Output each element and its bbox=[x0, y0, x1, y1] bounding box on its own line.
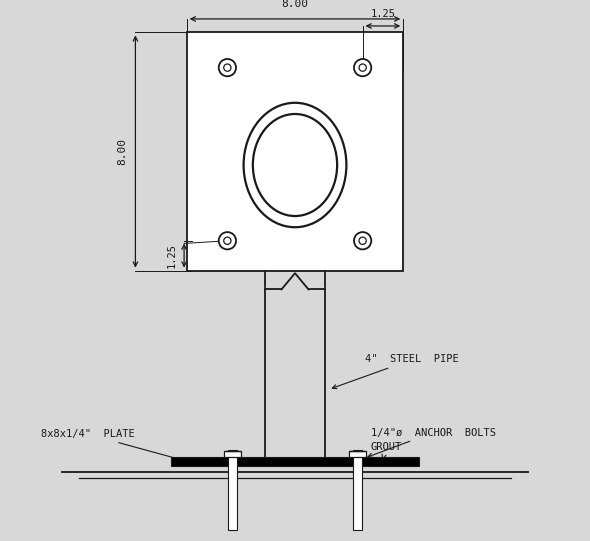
Circle shape bbox=[359, 64, 366, 71]
Text: 8x8x1/4"  PLATE: 8x8x1/4" PLATE bbox=[41, 429, 186, 462]
Circle shape bbox=[224, 237, 231, 245]
Circle shape bbox=[359, 237, 366, 245]
Text: 8.00: 8.00 bbox=[281, 0, 309, 9]
Circle shape bbox=[354, 232, 371, 249]
Bar bbox=[228, 450, 237, 530]
Circle shape bbox=[219, 232, 236, 249]
Text: 4"  STEEL  PIPE: 4" STEEL PIPE bbox=[332, 354, 459, 389]
Ellipse shape bbox=[253, 114, 337, 216]
Ellipse shape bbox=[244, 103, 346, 227]
Text: 1.25: 1.25 bbox=[167, 243, 177, 268]
Bar bbox=[187, 32, 403, 270]
Bar bbox=[224, 451, 241, 457]
Bar bbox=[353, 450, 362, 530]
Text: 1/4"ø  ANCHOR  BOLTS: 1/4"ø ANCHOR BOLTS bbox=[368, 427, 496, 457]
Text: 1.25: 1.25 bbox=[371, 10, 395, 19]
Bar bbox=[171, 457, 419, 466]
Circle shape bbox=[354, 59, 371, 76]
Text: 8.00: 8.00 bbox=[117, 138, 127, 165]
Bar bbox=[349, 451, 366, 457]
Circle shape bbox=[219, 59, 236, 76]
Text: GROUT: GROUT bbox=[371, 442, 402, 459]
Circle shape bbox=[224, 64, 231, 71]
